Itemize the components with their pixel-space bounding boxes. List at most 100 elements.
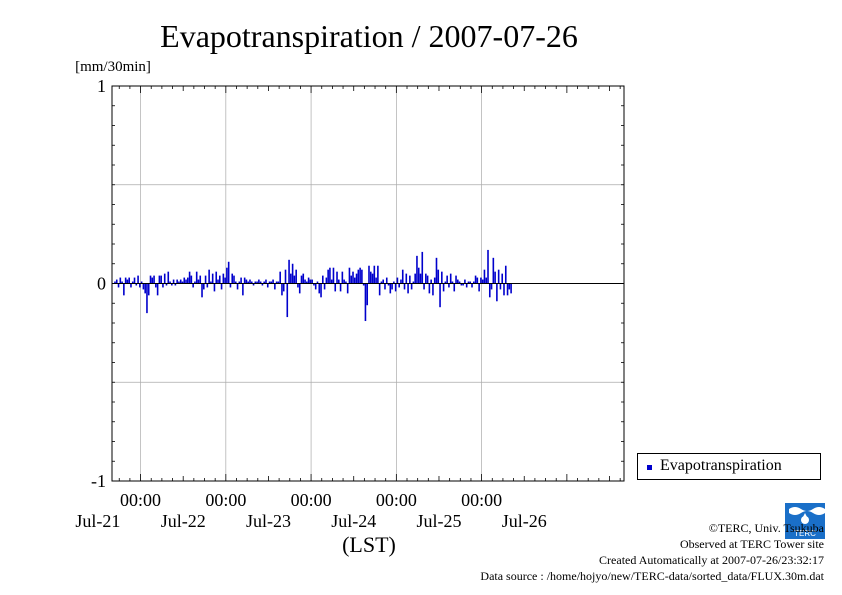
bar — [394, 283, 397, 292]
bar — [208, 269, 210, 284]
bar — [428, 283, 431, 294]
bar — [252, 283, 255, 286]
bar — [213, 283, 216, 292]
bar — [485, 277, 488, 284]
bar — [471, 283, 473, 288]
legend: Evapotranspiration — [637, 453, 821, 480]
bar — [348, 267, 351, 284]
x-date-labels: Jul-21 Jul-22 Jul-23 Jul-24 Jul-25 Jul-26 — [75, 511, 546, 531]
bar — [261, 283, 264, 286]
y-tick-label: 1 — [97, 76, 106, 96]
bar — [316, 281, 319, 284]
series-evapotranspiration — [114, 249, 512, 322]
bar — [423, 283, 425, 290]
credit-copyright: ©TERC, Univ. Tsukuba — [708, 521, 824, 535]
bar — [195, 271, 198, 284]
x-time-label: 00:00 — [376, 490, 417, 510]
bar — [352, 271, 354, 284]
bar — [151, 277, 154, 284]
bar — [300, 275, 303, 284]
bar — [140, 281, 143, 284]
bar — [197, 279, 200, 284]
bar — [462, 283, 464, 286]
bar — [158, 275, 161, 284]
bar — [323, 283, 326, 290]
bar — [258, 279, 260, 284]
bar — [220, 283, 223, 290]
bar — [385, 277, 388, 284]
bar — [130, 283, 132, 288]
x-date-label: Jul-21 — [75, 511, 120, 531]
bar — [281, 283, 283, 296]
bar — [341, 271, 344, 284]
bar — [309, 279, 312, 284]
bar — [295, 269, 297, 284]
bar — [135, 283, 138, 286]
y-axis-unit-label: [mm/30min] — [75, 59, 151, 75]
bar — [487, 249, 489, 284]
bar — [437, 269, 440, 284]
bar — [373, 265, 376, 284]
bar — [407, 283, 409, 294]
bar — [469, 281, 472, 284]
bar — [401, 269, 404, 284]
bar — [124, 277, 127, 284]
x-time-labels: 00:00 00:00 00:00 00:00 00:00 — [120, 490, 502, 510]
bar — [187, 277, 189, 284]
legend-swatch — [647, 465, 652, 470]
bar — [464, 279, 466, 284]
bar — [405, 273, 408, 284]
bar — [474, 275, 477, 284]
bar — [204, 275, 207, 284]
bar — [171, 283, 173, 286]
bar — [433, 277, 436, 284]
bar — [410, 283, 413, 290]
x-date-label: Jul-22 — [161, 511, 206, 531]
bar — [279, 271, 281, 284]
bar — [451, 281, 454, 284]
bar — [435, 257, 438, 284]
bar — [449, 273, 452, 284]
bar — [416, 255, 418, 284]
bar — [226, 267, 228, 284]
bar — [160, 275, 162, 284]
bar — [384, 283, 386, 290]
bar — [179, 279, 182, 284]
bar — [510, 283, 512, 294]
bar — [444, 281, 447, 284]
bar — [298, 283, 301, 294]
bar — [400, 279, 402, 284]
bar — [409, 275, 411, 284]
bar — [202, 283, 205, 290]
bar — [234, 281, 237, 284]
bar — [421, 251, 424, 284]
bar — [174, 283, 177, 286]
bar — [211, 273, 214, 284]
bar — [155, 283, 157, 288]
bar — [359, 267, 361, 284]
bar — [242, 283, 244, 296]
bar — [441, 271, 443, 284]
bar — [490, 283, 493, 290]
bar — [247, 281, 250, 284]
x-time-label: 00:00 — [461, 490, 502, 510]
bar — [503, 283, 505, 296]
bar — [483, 269, 486, 284]
bar — [465, 283, 468, 288]
bar — [322, 275, 324, 284]
bar — [137, 275, 139, 284]
bar — [497, 269, 500, 284]
bar — [117, 283, 120, 288]
bar — [343, 279, 345, 284]
bar — [357, 269, 360, 284]
bar — [126, 279, 129, 284]
bar — [190, 275, 193, 284]
bar — [432, 283, 434, 296]
bar — [499, 283, 502, 290]
bar — [327, 269, 329, 284]
credits-block: ©TERC, Univ. Tsukuba Observed at TERC To… — [480, 520, 824, 584]
y-tick-labels: 1 0 -1 — [91, 76, 106, 491]
bar — [457, 279, 459, 284]
bar — [393, 281, 395, 284]
